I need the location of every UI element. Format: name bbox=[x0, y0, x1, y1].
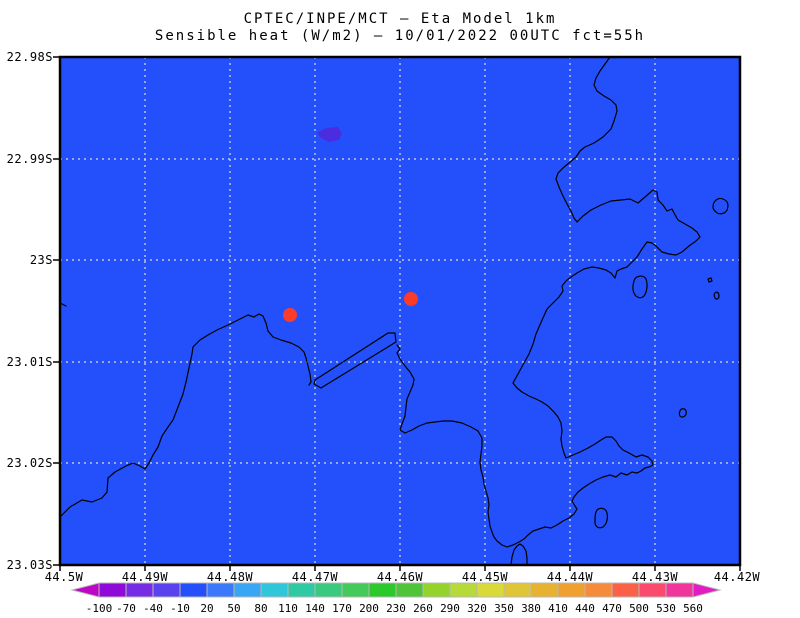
island-top-right bbox=[712, 197, 729, 215]
lat-tick-label: 23.02S bbox=[7, 456, 53, 470]
colorbar-tick-label: 200 bbox=[359, 602, 379, 615]
lon-tick-label: 44.48W bbox=[207, 570, 254, 584]
colorbar-segment bbox=[422, 582, 451, 598]
colorbar-segment bbox=[125, 582, 154, 598]
colorbar-tick-label: 530 bbox=[656, 602, 676, 615]
colorbar-tick-label: 350 bbox=[494, 602, 514, 615]
colorbar-tick-label: 20 bbox=[200, 602, 213, 615]
colorbar-segment bbox=[530, 582, 559, 598]
colorbar-tick-label: 290 bbox=[440, 602, 460, 615]
colorbar-segment bbox=[179, 582, 208, 598]
colorbar-segment bbox=[341, 582, 370, 598]
lat-tick-label: 23S bbox=[30, 253, 53, 267]
colorbar-tick-label: 170 bbox=[332, 602, 352, 615]
lon-tick-label: 44.43W bbox=[632, 570, 679, 584]
colorbar-tick-label: -40 bbox=[143, 602, 163, 615]
colorbar-segment bbox=[395, 582, 424, 598]
colorbar-segment bbox=[233, 582, 262, 598]
colorbar-segment bbox=[638, 582, 667, 598]
island-right-center bbox=[632, 275, 648, 299]
islet-small-2 bbox=[713, 291, 720, 300]
colorbar-tick-label: -100 bbox=[86, 602, 113, 615]
colorbar-segment bbox=[476, 582, 505, 598]
island-bottom-right bbox=[594, 507, 608, 529]
colorbar-tick-label: 80 bbox=[254, 602, 267, 615]
colorbar-tick-label: 110 bbox=[278, 602, 298, 615]
narrow-peninsula-spit bbox=[313, 332, 397, 389]
colorbar-segment bbox=[287, 582, 316, 598]
colorbar-segment bbox=[557, 582, 586, 598]
coastlines bbox=[59, 56, 729, 566]
colorbar-segment bbox=[152, 582, 181, 598]
lon-axis: 44.5W 44.49W 44.48W 44.47W 44.46W 44.45W… bbox=[45, 570, 761, 584]
colorbar-segment bbox=[503, 582, 532, 598]
chart-subtitle: Sensible heat (W/m2) — 10/01/2022 00UTC … bbox=[155, 28, 645, 44]
colorbar: -100 -70 -40 -10 20 50 80 110 140 170 20… bbox=[70, 582, 722, 615]
colorbar-tick-label: 140 bbox=[305, 602, 325, 615]
lon-tick-label: 44.5W bbox=[45, 570, 84, 584]
colorbar-tick-label: 260 bbox=[413, 602, 433, 615]
colorbar-tick-label: 560 bbox=[683, 602, 703, 615]
colorbar-below-min-arrow bbox=[70, 582, 100, 598]
coastline-mainland-west bbox=[59, 313, 312, 518]
cool-anomaly-patch bbox=[317, 127, 342, 142]
lat-axis: 22.98S 22.99S 23S 23.01S 23.02S 23.03S bbox=[7, 50, 53, 572]
lon-tick-label: 44.44W bbox=[547, 570, 594, 584]
colorbar-tick-label: 500 bbox=[629, 602, 649, 615]
lat-tick-label: 22.98S bbox=[7, 50, 53, 64]
colorbar-tick-label: 320 bbox=[467, 602, 487, 615]
colorbar-above-max-arrow bbox=[692, 582, 722, 598]
colorbar-segment bbox=[98, 582, 127, 598]
colorbar-tick-label: -70 bbox=[116, 602, 136, 615]
axis-ticks bbox=[53, 56, 741, 571]
colorbar-tick-label: -10 bbox=[170, 602, 190, 615]
lon-tick-label: 44.47W bbox=[292, 570, 339, 584]
coastline-mainland-east bbox=[396, 56, 701, 548]
colorbar-segment bbox=[584, 582, 613, 598]
hot-spot-dot-1 bbox=[283, 308, 297, 322]
islet-small-1 bbox=[707, 277, 713, 283]
colorbar-segment bbox=[314, 582, 343, 598]
colorbar-segment bbox=[368, 582, 397, 598]
colorbar-tick-label: 230 bbox=[386, 602, 406, 615]
lat-tick-label: 23.01S bbox=[7, 355, 53, 369]
colorbar-segment bbox=[449, 582, 478, 598]
chart-title: CPTEC/INPE/MCT — Eta Model 1km bbox=[244, 11, 557, 27]
colorbar-segment bbox=[260, 582, 289, 598]
colorbar-segment bbox=[665, 582, 694, 598]
colorbar-tick-label: 470 bbox=[602, 602, 622, 615]
colorbar-tick-label: 380 bbox=[521, 602, 541, 615]
colorbar-segment bbox=[206, 582, 235, 598]
lon-tick-label: 44.42W bbox=[714, 570, 761, 584]
colorbar-tick-label: 440 bbox=[575, 602, 595, 615]
lon-tick-label: 44.46W bbox=[377, 570, 424, 584]
lat-tick-label: 22.99S bbox=[7, 152, 53, 166]
coastline-bottom-peninsula bbox=[510, 543, 528, 566]
hot-spot-dot-2 bbox=[404, 292, 418, 306]
colorbar-tick-label: 410 bbox=[548, 602, 568, 615]
gridlines bbox=[60, 57, 740, 565]
colorbar-segment bbox=[611, 582, 640, 598]
island-mid-south bbox=[678, 408, 687, 418]
lon-tick-label: 44.45W bbox=[462, 570, 509, 584]
lat-tick-label: 23.03S bbox=[7, 558, 53, 572]
lon-tick-label: 44.49W bbox=[122, 570, 169, 584]
colorbar-tick-label: 50 bbox=[227, 602, 240, 615]
